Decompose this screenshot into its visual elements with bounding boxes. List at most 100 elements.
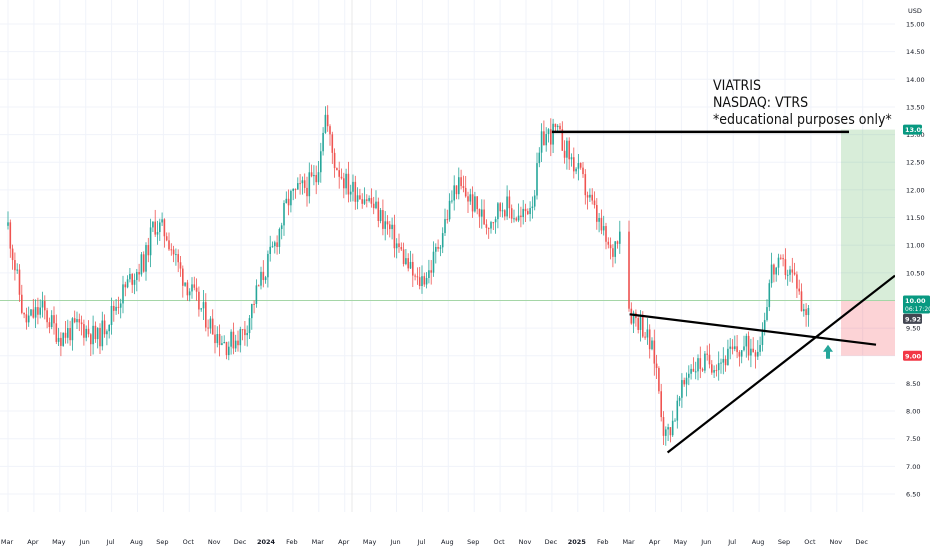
target-price-label: 13.09 [905,126,926,134]
candle-body [681,380,683,398]
candle-body [570,157,573,160]
price-tick-label: 13.00 [906,131,925,139]
candle-body [14,260,16,271]
time-tick-label: Apr [338,538,350,546]
candle-body [400,247,403,250]
price-axis[interactable]: USD 15.00 14.50 14.00 13.50 13.00 12.50 12.00 11… [895,0,932,550]
candle-body [582,167,584,175]
candle-body [313,174,315,177]
candle-body [363,199,366,204]
candle-body [451,200,453,202]
candle-body [757,351,759,357]
candle-body [382,210,384,229]
candle-body [83,324,85,338]
time-axis[interactable]: Mar Apr May Jun Jul Aug Sep Oct Nov Dec 2024 Feb Mar… [0,512,932,550]
loss-zone[interactable] [841,300,895,356]
candle-body [310,172,313,177]
candle-body [612,248,614,257]
drawings[interactable] [551,130,896,454]
time-axis-bg [0,512,932,550]
candle-body [16,269,18,271]
candle-body [317,172,320,183]
time-tick-label: Jun [700,538,711,546]
candle-body [57,337,60,342]
candle-body [462,186,465,188]
candle-body [607,241,610,245]
candle-body [416,276,419,278]
candle-body [796,274,798,289]
candle-body [76,319,78,323]
candle-body [658,368,660,392]
candle-body [87,328,90,335]
time-tick-label: Aug [130,538,143,546]
candle-body [504,210,506,217]
candle-body [152,221,154,228]
candle-body [522,208,524,218]
candle-body [172,249,175,255]
candle-body [492,222,495,224]
candle-body [589,194,591,198]
candle-body [331,134,334,153]
price-tick-label: 10.50 [906,269,925,277]
candle-body [568,140,570,160]
candle-body [586,195,589,198]
candle-body [402,249,405,265]
candle-body [384,221,386,229]
descending-trendline[interactable] [629,313,877,346]
candle-body [724,358,727,366]
candle-body [136,271,138,280]
candle-body [370,198,373,204]
candle-body [745,335,748,347]
candle-body [770,264,773,284]
candle-body [464,187,467,197]
candle-body [21,294,23,313]
candle-body [423,276,426,285]
candle-body [446,219,449,221]
candle-body [690,368,692,374]
candle-body [467,196,469,202]
candle-body [85,328,87,338]
time-tick-label: Jun [389,538,400,546]
candle-body [147,245,150,256]
candle-body [653,340,656,364]
candle-body [651,340,653,350]
candle-body [225,341,228,356]
position-tool[interactable] [0,129,895,356]
annotation-text: VIATRIS NASDAQ: VTRS *educational purpos… [713,78,892,129]
candle-body [729,346,731,349]
candle-body [807,308,810,316]
time-tick-label: Mar [1,538,14,546]
candle-body [513,218,515,220]
candle-body [478,209,481,217]
candle-body [69,327,71,341]
candle-body [246,333,248,336]
candle-body [39,307,41,315]
candle-body [435,246,437,252]
time-tick-label: 2025 [568,538,587,546]
candle-body [262,271,265,281]
candle-body [50,315,53,328]
candle-body [713,370,715,373]
stop-price-label: 9.00 [905,352,922,360]
candle-body [727,348,729,366]
profit-zone[interactable] [841,129,895,301]
candle-body [214,334,216,344]
candle-body [292,188,294,191]
time-tick-label: Feb [597,538,609,546]
candle-body [655,363,658,369]
candle-body [239,329,242,346]
candle-body [301,180,304,184]
grid [0,0,895,512]
candle-body [133,279,136,285]
candle-body [129,273,131,280]
ascending-trendline[interactable] [666,274,896,454]
candle-body [759,344,761,352]
candle-body [506,196,508,217]
candle-body [711,364,713,373]
candle-body [448,200,451,220]
candle-body [391,224,393,230]
candle-body [508,196,511,209]
time-tick-label: May [363,538,377,546]
